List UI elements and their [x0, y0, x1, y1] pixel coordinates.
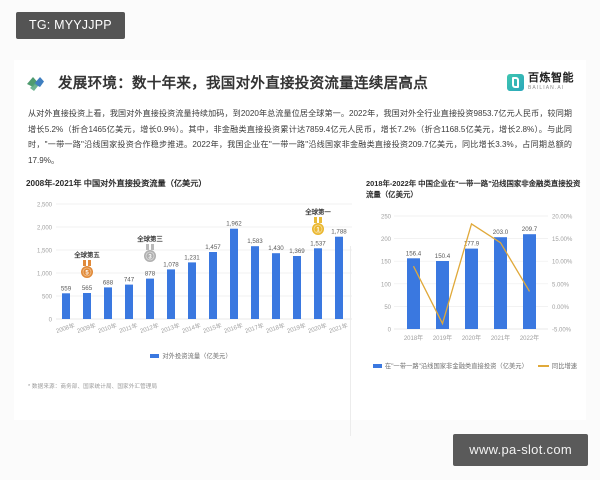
svg-text:0: 0: [388, 328, 392, 334]
svg-text:2017年: 2017年: [244, 322, 265, 336]
svg-text:203.0: 203.0: [493, 230, 509, 237]
svg-text:2011年: 2011年: [118, 322, 138, 335]
svg-text:3: 3: [148, 255, 152, 261]
svg-text:150.4: 150.4: [435, 253, 451, 260]
chart-left-svg: 0 500 1,000 1,500 2,000 2,500: [37, 203, 352, 336]
slide-card: 发展环境：数十年来，我国对外直接投资流量连续居高点 百炼智能 BAILIAN.A…: [14, 60, 586, 436]
chevron-logo-icon: [26, 72, 48, 92]
svg-text:565: 565: [82, 285, 93, 292]
page-title: 发展环境：数十年来，我国对外直接投资流量连续居高点: [58, 75, 428, 92]
chart-right-legend: 在"一带一路"沿线国家非金融类直接投资（亿美元） 同比增速: [366, 361, 584, 370]
slide-header: 发展环境：数十年来，我国对外直接投资流量连续居高点 百炼智能 BAILIAN.A…: [14, 60, 586, 104]
svg-text:全球第五: 全球第五: [73, 250, 100, 259]
svg-text:2018年: 2018年: [265, 322, 286, 336]
svg-text:156.4: 156.4: [406, 251, 422, 258]
svg-text:20.00%: 20.00%: [552, 215, 573, 221]
svg-text:0: 0: [49, 318, 53, 324]
svg-text:100: 100: [381, 283, 392, 289]
chart-left-legend: 对外投资流量（亿美元）: [26, 351, 356, 360]
brand-logo: 百炼智能 BAILIAN.AI: [507, 73, 574, 91]
svg-text:878: 878: [145, 271, 156, 278]
svg-text:150: 150: [381, 260, 392, 266]
svg-text:1,583: 1,583: [247, 239, 263, 246]
svg-text:2015年: 2015年: [202, 322, 223, 336]
svg-text:200: 200: [381, 237, 392, 243]
svg-text:2020年: 2020年: [462, 334, 481, 342]
svg-text:5: 5: [85, 271, 89, 277]
medal-annotation-1: 全球第一 1: [304, 207, 331, 236]
legend-swatch-line-icon: [537, 364, 549, 367]
svg-text:2021年: 2021年: [328, 322, 349, 336]
legend-item-growth-rate: 同比增速: [537, 361, 578, 371]
svg-text:1,078: 1,078: [163, 262, 179, 269]
legend-label-growth-rate: 同比增速: [551, 363, 578, 371]
svg-text:2019年: 2019年: [286, 322, 307, 336]
svg-text:209.7: 209.7: [522, 227, 538, 234]
charts-row: 2008年-2021年 中国对外直接投资流量（亿美元） 0 500: [26, 178, 580, 436]
legend-item-odi-flow: 对外投资流量（亿美元）: [150, 351, 232, 361]
svg-text:2014年: 2014年: [181, 322, 202, 336]
svg-text:1,231: 1,231: [184, 255, 200, 262]
brand-name-cn: 百炼智能: [528, 72, 574, 85]
svg-text:2008年: 2008年: [55, 322, 76, 336]
svg-text:2022年: 2022年: [520, 334, 539, 342]
svg-text:2012年: 2012年: [139, 322, 160, 336]
tg-tag-badge: TG: MYYJJPP: [16, 12, 125, 39]
chart-left-title: 2008年-2021年 中国对外直接投资流量（亿美元）: [26, 179, 207, 189]
body-paragraph: 从对外直接投资上看，我国对外直接投资流量持续加码，到2020年总流量位居全球第一…: [28, 109, 572, 165]
svg-text:250: 250: [381, 215, 392, 221]
svg-text:2020年: 2020年: [307, 322, 328, 336]
svg-text:2016年: 2016年: [223, 322, 244, 336]
legend-label-br-investment: 在"一带一路"沿线国家非金融类直接投资（亿美元）: [384, 363, 528, 371]
svg-text:2019年: 2019年: [433, 334, 452, 342]
svg-text:747: 747: [124, 277, 135, 284]
legend-swatch-bar-icon: [372, 363, 382, 368]
chart-china-odi-flow: 2008年-2021年 中国对外直接投资流量（亿美元） 0 500: [26, 178, 356, 370]
svg-text:1,537: 1,537: [310, 241, 326, 248]
watermark-badge: www.pa-slot.com: [453, 434, 588, 466]
svg-text:全球第一: 全球第一: [304, 207, 331, 216]
chart-right-svg: 0 50 100 150 200 250 -5.00% 0.00% 5.00% …: [381, 215, 573, 343]
svg-text:559: 559: [61, 286, 72, 293]
svg-text:15.00%: 15.00%: [552, 237, 573, 243]
svg-text:1,500: 1,500: [37, 249, 53, 255]
svg-text:1,962: 1,962: [226, 221, 242, 228]
brand-mark-icon: [507, 73, 524, 91]
legend-label-odi-flow: 对外投资流量（亿美元）: [162, 353, 232, 361]
svg-text:2018年: 2018年: [404, 334, 423, 342]
svg-text:50: 50: [384, 305, 391, 311]
svg-text:2009年: 2009年: [76, 322, 97, 336]
svg-text:688: 688: [103, 280, 114, 287]
svg-text:2010年: 2010年: [97, 322, 118, 336]
svg-text:全球第三: 全球第三: [136, 234, 163, 243]
svg-text:2013年: 2013年: [160, 322, 181, 336]
svg-text:177.9: 177.9: [464, 241, 480, 248]
chart-right-title: 2018年-2022年 中国企业在"一带一路"沿线国家非金融类直接投资流量（亿美…: [366, 179, 581, 200]
svg-text:1,369: 1,369: [289, 248, 305, 255]
brand-name-en: BAILIAN.AI: [528, 84, 565, 91]
chart-belt-road-odi: 2018年-2022年 中国企业在"一带一路"沿线国家非金融类直接投资流量（亿美…: [366, 178, 584, 370]
medal-annotation-3: 全球第三 3: [136, 234, 163, 263]
svg-text:2,000: 2,000: [37, 226, 53, 232]
svg-text:10.00%: 10.00%: [552, 260, 573, 266]
legend-item-br-investment: 在"一带一路"沿线国家非金融类直接投资（亿美元）: [372, 361, 528, 371]
svg-text:1,430: 1,430: [268, 246, 284, 253]
svg-text:500: 500: [42, 295, 53, 301]
svg-text:-5.00%: -5.00%: [552, 328, 572, 334]
svg-text:2021年: 2021年: [491, 334, 510, 342]
svg-text:2,500: 2,500: [37, 203, 53, 209]
svg-text:1,457: 1,457: [205, 244, 221, 251]
svg-text:1,000: 1,000: [37, 272, 53, 278]
medal-annotation-5: 全球第五 5: [73, 250, 100, 279]
data-source-footnote: * 数据来源：商务部、国家统计局、国家外汇管理局: [28, 384, 158, 391]
svg-text:1,788: 1,788: [331, 229, 347, 236]
svg-text:5.00%: 5.00%: [552, 283, 570, 289]
svg-text:0.00%: 0.00%: [552, 305, 570, 311]
charts-divider: [350, 246, 351, 436]
legend-swatch-bar-icon: [150, 353, 160, 358]
svg-text:1: 1: [316, 228, 320, 234]
